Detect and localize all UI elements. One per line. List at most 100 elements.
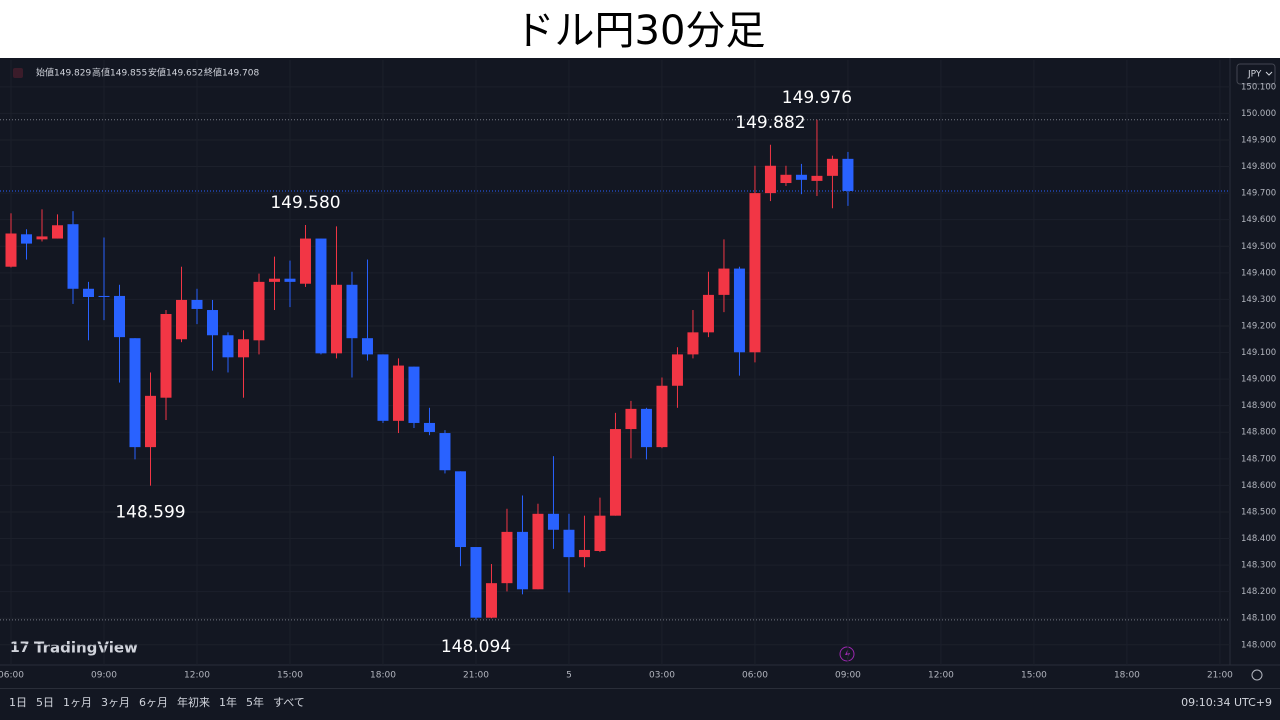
candle-body [671,354,683,386]
candle-body [780,174,792,184]
range-button[interactable]: 5年 [246,696,264,709]
x-tick-label: 09:00 [835,671,861,681]
y-tick-label: 149.500 [1241,242,1276,252]
candle-body [222,335,234,358]
range-button[interactable]: 年初来 [177,696,210,709]
y-tick-label: 149.600 [1241,215,1276,225]
candle-body [733,268,745,353]
candle-body [563,529,575,558]
ohlc-label: 始値 [36,67,54,79]
candle-body [532,513,544,590]
candle-body [237,339,249,358]
x-tick-label: 12:00 [184,671,210,681]
toolbar: 1日 5日 1ヶ月 3ヶ月 6ヶ月 年初来 1年 5年 すべて 09:10:34 UTC+9 [0,688,1280,720]
x-tick-label: 06:00 [0,671,24,681]
candle-body [609,429,621,516]
x-tick-label: 03:00 [649,671,675,681]
range-button[interactable]: 1ヶ月 [63,696,92,709]
ohlc-value: 149.708 [222,69,259,79]
price-annotation: 149.976 [782,88,852,108]
currency-dropdown[interactable] [1236,63,1276,85]
candle-body [175,299,187,340]
candle-body [702,294,714,333]
candle-body [764,165,776,194]
x-tick-label: 09:00 [91,671,117,681]
candle-body [330,284,342,354]
candle-body [516,531,528,590]
candle-body [718,268,730,295]
candle-body [392,365,404,421]
y-tick-label: 149.700 [1241,189,1276,199]
candle-body [501,531,513,584]
y-tick-label: 149.900 [1241,135,1276,145]
candle-body [5,233,17,267]
candle-body [377,354,389,421]
candle-body [547,513,559,530]
candle-body [842,158,854,191]
range-button[interactable]: 3ヶ月 [101,696,130,709]
ohlc-label: 高値 [92,67,110,79]
clock: 09:10:34 UTC+9 [1181,696,1272,709]
candle-body [625,408,637,430]
candle-body [284,278,296,282]
x-tick-label: 21:00 [1207,671,1233,681]
candle-body [470,547,482,618]
y-tick-label: 148.100 [1241,614,1276,624]
candle-body [21,234,33,244]
y-tick-label: 148.800 [1241,428,1276,438]
currency-label[interactable]: JPY [1247,70,1262,80]
range-button[interactable]: 1日 [9,696,27,709]
x-tick-label: 06:00 [742,671,768,681]
ohlc-label: 安値 [148,67,166,79]
price-annotation: 148.094 [441,637,511,657]
ohlc-value: 149.652 [166,69,203,79]
candle-body [346,284,358,339]
candle-body [826,158,838,176]
range-button[interactable]: 6ヶ月 [139,696,168,709]
candle-body [749,193,761,353]
dropdown-arrow [1265,71,1273,76]
price-annotation: 149.882 [735,113,805,133]
range-button[interactable]: すべて [273,696,305,709]
chart-background [0,58,1280,688]
range-button[interactable]: 5日 [36,696,54,709]
candle-body [594,515,606,552]
y-tick-label: 150.000 [1241,109,1276,119]
candle-body [268,278,280,282]
event-icon[interactable] [839,646,855,662]
x-tick-label: 15:00 [1021,671,1047,681]
candle-body [52,225,64,239]
x-tick-label: 21:00 [463,671,489,681]
candle-body [656,385,668,448]
y-tick-label: 150.100 [1241,82,1276,92]
range-button[interactable]: 1年 [219,696,237,709]
settings-icon[interactable] [1251,669,1263,681]
candle-body [129,338,141,448]
candle-body [408,366,420,423]
y-tick-label: 149.400 [1241,268,1276,278]
candle-body [206,310,218,336]
x-tick-label: 18:00 [370,671,396,681]
candle-body [36,236,48,240]
y-tick-label: 148.700 [1241,454,1276,464]
x-tick-label: 12:00 [928,671,954,681]
candle-body [82,288,94,298]
chart: JPY 𝟭𝟳 TradingView 始値 149.829 高値 149.855 安値 1… [0,58,1280,688]
page-title: ドル円30分足 [514,8,766,54]
y-tick-label: 149.200 [1241,321,1276,331]
y-tick-label: 148.900 [1241,401,1276,411]
candle-body [687,332,699,355]
y-tick-label: 148.000 [1241,640,1276,650]
candle-body [578,549,590,558]
candle-body [253,281,265,341]
candle-body [454,471,466,548]
x-tick-label: 15:00 [277,671,303,681]
watermark: TradingView [34,639,138,657]
candle-body [160,314,172,398]
candle-body [811,175,823,181]
y-tick-label: 148.300 [1241,561,1276,571]
candle-body [439,433,451,471]
y-tick-label: 149.100 [1241,348,1276,358]
candle-body [299,238,311,284]
